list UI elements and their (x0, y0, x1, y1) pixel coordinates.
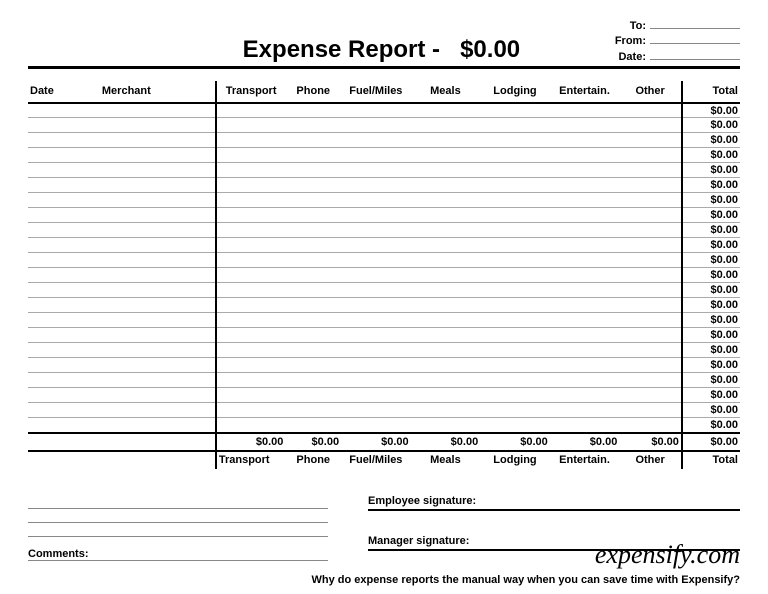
table-header-row: Date Merchant Transport Phone Fuel/Miles… (28, 81, 740, 103)
row-total: $0.00 (682, 268, 740, 283)
row-total: $0.00 (682, 118, 740, 133)
comments-block: Comments: (28, 495, 328, 575)
total-entertain: $0.00 (550, 433, 620, 451)
table-row[interactable]: $0.00 (28, 418, 740, 433)
col-merchant: Merchant (100, 81, 216, 103)
flabel-total: Total (682, 451, 740, 469)
col-entertain: Entertain. (550, 81, 620, 103)
comment-line[interactable] (28, 523, 328, 537)
total-phone: $0.00 (285, 433, 341, 451)
tagline: Why do expense reports the manual way wh… (311, 574, 740, 586)
row-total: $0.00 (682, 178, 740, 193)
table-row[interactable]: $0.00 (28, 373, 740, 388)
row-total: $0.00 (682, 298, 740, 313)
flabel-lodging: Lodging (480, 451, 550, 469)
employee-signature-label: Employee signature: (368, 495, 740, 511)
table-row[interactable]: $0.00 (28, 268, 740, 283)
col-meals: Meals (411, 81, 481, 103)
brand-logo: expensify.com (595, 540, 740, 570)
comment-line[interactable] (28, 495, 328, 509)
title-prefix: Expense Report - (243, 36, 440, 63)
table-row[interactable]: $0.00 (28, 208, 740, 223)
table-row[interactable]: $0.00 (28, 223, 740, 238)
flabel-entertain: Entertain. (550, 451, 620, 469)
row-total: $0.00 (682, 313, 740, 328)
row-total: $0.00 (682, 253, 740, 268)
date-field[interactable] (650, 49, 740, 60)
total-grand: $0.00 (682, 433, 740, 451)
table-row[interactable]: $0.00 (28, 148, 740, 163)
table-row[interactable]: $0.00 (28, 103, 740, 118)
row-total: $0.00 (682, 358, 740, 373)
flabel-phone: Phone (285, 451, 341, 469)
row-total: $0.00 (682, 403, 740, 418)
comments-label: Comments: (28, 545, 328, 561)
row-total: $0.00 (682, 418, 740, 433)
table-row[interactable]: $0.00 (28, 343, 740, 358)
table-row[interactable]: $0.00 (28, 163, 740, 178)
col-fuel: Fuel/Miles (341, 81, 411, 103)
table-row[interactable]: $0.00 (28, 253, 740, 268)
table-row[interactable]: $0.00 (28, 403, 740, 418)
row-total: $0.00 (682, 328, 740, 343)
col-phone: Phone (285, 81, 341, 103)
table-row[interactable]: $0.00 (28, 313, 740, 328)
from-label: From: (615, 34, 650, 48)
row-total: $0.00 (682, 343, 740, 358)
date-label: Date: (618, 50, 650, 64)
row-total: $0.00 (682, 163, 740, 178)
to-label: To: (630, 19, 650, 33)
row-total: $0.00 (682, 223, 740, 238)
col-lodging: Lodging (480, 81, 550, 103)
row-total: $0.00 (682, 133, 740, 148)
totals-row: $0.00 $0.00 $0.00 $0.00 $0.00 $0.00 $0.0… (28, 433, 740, 451)
flabel-meals: Meals (411, 451, 481, 469)
comment-line[interactable] (28, 509, 328, 523)
page-title: Expense Report - $0.00 (28, 36, 615, 64)
table-row[interactable]: $0.00 (28, 238, 740, 253)
to-field[interactable] (650, 18, 740, 29)
table-row[interactable]: $0.00 (28, 388, 740, 403)
row-total: $0.00 (682, 388, 740, 403)
table-row[interactable]: $0.00 (28, 283, 740, 298)
flabel-other: Other (619, 451, 682, 469)
table-row[interactable]: $0.00 (28, 193, 740, 208)
total-fuel: $0.00 (341, 433, 411, 451)
table-row[interactable]: $0.00 (28, 133, 740, 148)
table-row[interactable]: $0.00 (28, 358, 740, 373)
col-date: Date (28, 81, 100, 103)
meta-block: To: From: Date: (615, 18, 740, 64)
table-row[interactable]: $0.00 (28, 298, 740, 313)
total-transport: $0.00 (216, 433, 286, 451)
row-total: $0.00 (682, 238, 740, 253)
table-row[interactable]: $0.00 (28, 178, 740, 193)
table-row[interactable]: $0.00 (28, 328, 740, 343)
row-total: $0.00 (682, 283, 740, 298)
flabel-fuel: Fuel/Miles (341, 451, 411, 469)
total-lodging: $0.00 (480, 433, 550, 451)
footer-labels-row: Transport Phone Fuel/Miles Meals Lodging… (28, 451, 740, 469)
col-transport: Transport (216, 81, 286, 103)
total-other: $0.00 (619, 433, 682, 451)
title-amount: $0.00 (460, 36, 520, 63)
col-total: Total (682, 81, 740, 103)
from-field[interactable] (650, 33, 740, 44)
row-total: $0.00 (682, 193, 740, 208)
table-row[interactable]: $0.00 (28, 118, 740, 133)
col-other: Other (619, 81, 682, 103)
expense-table: Date Merchant Transport Phone Fuel/Miles… (28, 81, 740, 469)
row-total: $0.00 (682, 103, 740, 118)
row-total: $0.00 (682, 373, 740, 388)
row-total: $0.00 (682, 208, 740, 223)
row-total: $0.00 (682, 148, 740, 163)
flabel-transport: Transport (216, 451, 286, 469)
total-meals: $0.00 (411, 433, 481, 451)
